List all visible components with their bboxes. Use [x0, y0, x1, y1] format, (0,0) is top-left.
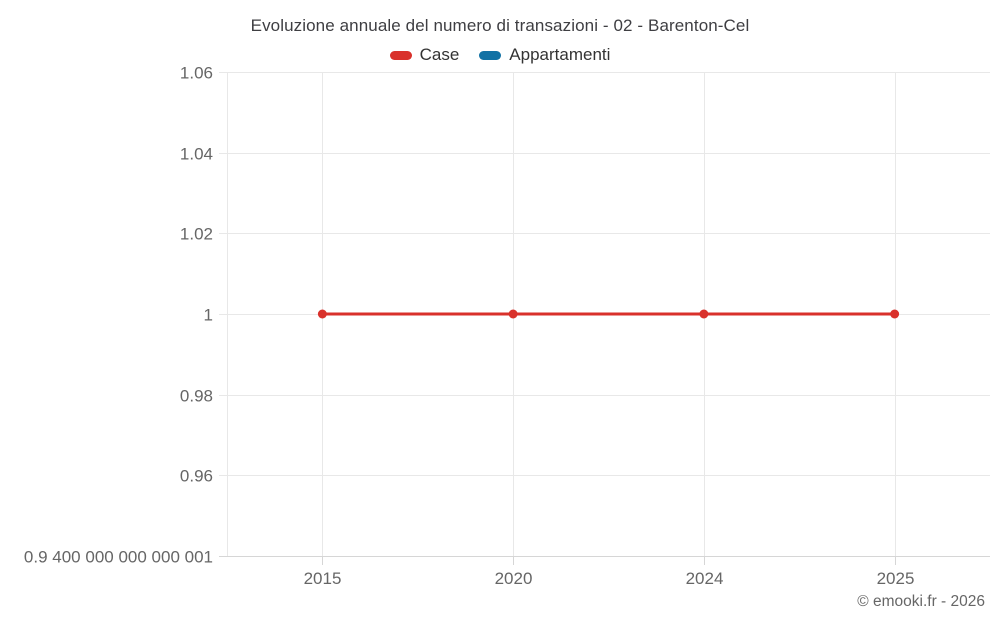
y-tick-label: 1.04 — [180, 145, 213, 164]
data-point-case[interactable] — [317, 309, 327, 319]
x-tick-label: 2025 — [877, 569, 915, 588]
x-tick-label: 2024 — [686, 569, 724, 588]
legend-swatch-appartamenti-icon — [479, 50, 502, 60]
x-tick-label: 2015 — [304, 569, 342, 588]
y-tick-label: 1.06 — [180, 64, 213, 83]
legend: Case Appartamenti — [0, 45, 1000, 65]
y-tick-label: 0.96 — [180, 467, 213, 486]
y-tick-label: 0.98 — [180, 387, 213, 406]
legend-item-case[interactable]: Case — [389, 45, 460, 65]
chart-title: Evoluzione annuale del numero di transaz… — [250, 16, 750, 35]
data-point-case[interactable] — [508, 309, 518, 319]
y-tick-label: 1 — [204, 306, 213, 325]
legend-item-appartamenti[interactable]: Appartamenti — [479, 45, 610, 65]
legend-label-appartamenti: Appartamenti — [509, 45, 611, 64]
legend-label-case: Case — [419, 45, 460, 64]
data-point-case[interactable] — [699, 309, 709, 319]
copyright-text: © emooki.fr - 2026 — [857, 593, 985, 610]
y-tick-label: 1.02 — [180, 225, 213, 244]
x-tick-label: 2020 — [495, 569, 533, 588]
data-point-case[interactable] — [890, 309, 900, 319]
legend-swatch-case-icon — [389, 50, 412, 60]
y-tick-label: 0.9 400 000 000 000 001 — [24, 548, 213, 567]
